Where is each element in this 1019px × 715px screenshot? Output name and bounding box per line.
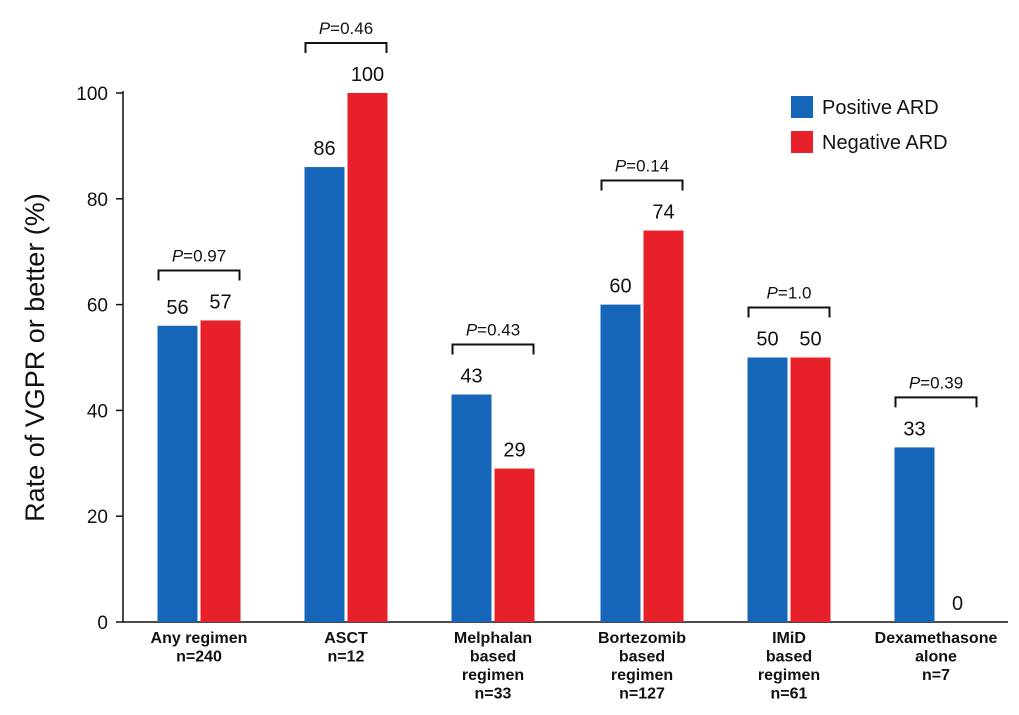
legend-label: Positive ARD: [822, 97, 939, 119]
y-tick-label: 100: [76, 84, 108, 105]
bar-value-label: 0: [952, 593, 963, 615]
bar-positive: [304, 167, 345, 622]
bar-negative: [347, 93, 388, 622]
bar-value-label: 50: [756, 329, 778, 351]
bar-negative: [494, 468, 535, 622]
p-value-label: P=0.39: [909, 373, 963, 392]
category-label: Dexamethasone alone n=7: [875, 630, 998, 684]
y-axis-title: Rate of VGPR or better (%): [20, 193, 50, 522]
bar-value-label: 57: [209, 291, 231, 313]
y-tick-label: 0: [97, 613, 108, 634]
category-label: Any regimen n=240: [151, 630, 248, 666]
p-value-bracket: [747, 306, 831, 318]
legend-label: Negative ARD: [822, 132, 948, 154]
bar-positive: [894, 447, 935, 622]
y-tick-label: 40: [87, 401, 108, 422]
p-value-label: P=0.43: [466, 321, 520, 340]
bar-value-label: 74: [652, 202, 674, 224]
bar-positive: [747, 357, 788, 622]
bar-value-label: 56: [166, 297, 188, 319]
p-value-label: P=0.14: [615, 157, 669, 176]
legend-swatch: [791, 96, 813, 118]
bar-value-label: 43: [460, 366, 482, 388]
p-value-label: P=0.46: [319, 19, 373, 38]
category-label: Bortezomib based regimen n=127: [598, 630, 686, 703]
p-value-bracket: [304, 42, 388, 53]
category-label: Melphalan based regimen n=33: [454, 630, 532, 703]
legend-swatch: [791, 131, 813, 153]
bar-value-label: 33: [903, 418, 925, 440]
category-label: ASCT n=12: [324, 630, 368, 666]
bar-negative: [200, 320, 241, 622]
bar-value-label: 100: [351, 64, 384, 86]
bar-negative: [643, 230, 684, 623]
bar-positive: [451, 394, 492, 622]
bar-value-label: 50: [799, 329, 821, 351]
y-tick-label: 80: [87, 190, 108, 211]
p-value-bracket: [894, 396, 978, 408]
p-value-bracket: [157, 269, 241, 281]
p-value-bracket: [451, 343, 535, 355]
p-value-label: P=1.0: [767, 284, 812, 303]
bar-positive: [157, 325, 198, 622]
p-value-label: P=0.97: [172, 246, 226, 265]
y-tick-label: 20: [87, 507, 108, 528]
bar-value-label: 60: [609, 276, 631, 298]
category-label: IMiD based regimen n=61: [758, 630, 820, 703]
y-tick-label: 60: [87, 296, 108, 317]
p-value-bracket: [600, 179, 684, 191]
bar-positive: [600, 304, 641, 622]
bar-value-label: 29: [503, 440, 525, 462]
bar-value-label: 86: [313, 138, 335, 160]
bar-negative: [790, 357, 831, 622]
